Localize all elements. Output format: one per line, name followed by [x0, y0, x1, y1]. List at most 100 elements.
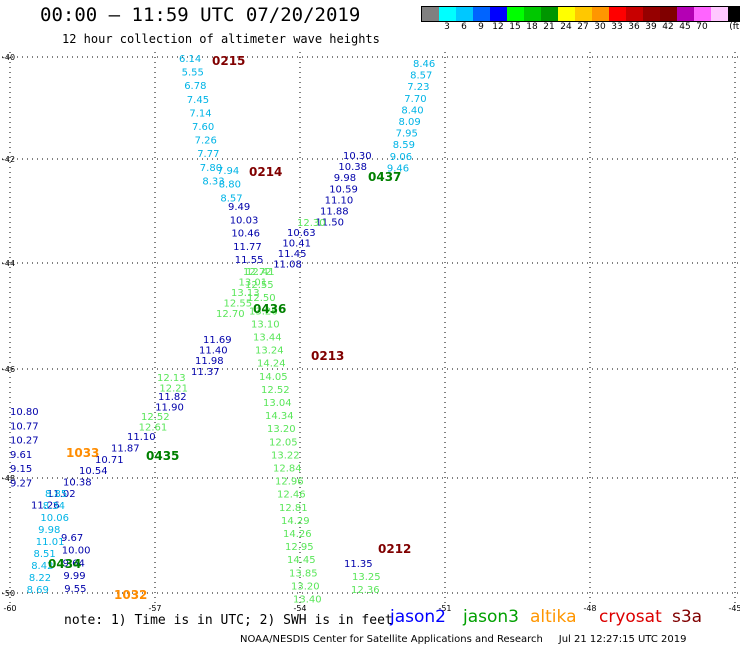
wave-height-value: 9.67 — [61, 533, 83, 544]
legend-swatch — [677, 7, 694, 21]
wave-height-value: 11.02 — [47, 489, 76, 500]
wave-height-value: 6.14 — [179, 54, 201, 65]
wave-height-value: 10.80 — [10, 407, 39, 418]
wave-height-value: 13.22 — [271, 450, 300, 461]
wave-height-value: 8.22 — [29, 573, 51, 584]
wave-height-value: 7.94 — [217, 166, 239, 177]
legend-swatch — [728, 7, 740, 21]
wave-height-value: 8.51 — [34, 549, 56, 560]
wave-height-value: 7.95 — [396, 129, 418, 140]
wave-height-value: 13.25 — [352, 572, 381, 583]
wave-height-value: 7.80 — [200, 163, 222, 174]
wave-height-value: 14.05 — [259, 372, 288, 383]
wave-height-value: 13.13 — [231, 288, 260, 299]
wave-height-value: 11.82 — [158, 392, 187, 403]
wave-height-value: 8.57 — [410, 71, 432, 82]
wave-height-value: 10.38 — [338, 162, 367, 173]
legend-swatch — [558, 7, 575, 21]
pass-time-label: 0215 — [212, 54, 245, 68]
wave-height-value: 7.26 — [195, 136, 217, 147]
legend-swatch — [609, 7, 626, 21]
wave-height-value: 7.45 — [187, 95, 209, 106]
wave-height-value: 13.01 — [239, 278, 268, 289]
page-title: 00:00 — 11:59 UTC 07/20/2019 — [40, 4, 361, 26]
y-tick-label: -46 — [2, 365, 15, 374]
wave-height-value: 8.40 — [401, 105, 423, 116]
legend-swatch — [575, 7, 592, 21]
legend-swatch — [626, 7, 643, 21]
wave-height-value: 7.70 — [404, 94, 426, 105]
y-tick-label: -44 — [2, 259, 15, 268]
legend-s3a: s3a — [672, 607, 703, 627]
wave-height-value: 7.14 — [189, 108, 211, 119]
wave-height-value: 10.38 — [63, 478, 92, 489]
wave-height-value: 9.06 — [390, 152, 412, 163]
legend-swatch — [541, 7, 558, 21]
wave-height-value: 12.21 — [159, 383, 188, 394]
wave-height-value: 9.61 — [10, 450, 32, 461]
wave-height-value: 10.27 — [10, 436, 39, 447]
color-legend-bar — [421, 6, 740, 22]
wave-height-value: 10.71 — [95, 455, 124, 466]
legend-label: 15 — [509, 22, 521, 32]
legend-unit: (ft) — [729, 22, 740, 32]
wave-height-value: 11.77 — [233, 242, 262, 253]
pass-time-label: 1033 — [66, 446, 99, 460]
legend-swatch — [439, 7, 456, 21]
wave-height-value: 11.98 — [195, 356, 224, 367]
wave-height-value: 10.03 — [230, 215, 259, 226]
wave-height-value: 12.30 — [297, 218, 326, 229]
wave-height-value: 10.54 — [79, 466, 108, 477]
wave-height-value: 11.01 — [36, 537, 65, 548]
wave-height-value: 12.36 — [351, 585, 380, 596]
wave-height-value: 12.95 — [285, 542, 314, 553]
legend-label: 9 — [478, 22, 484, 32]
wave-height-value: 9.98 — [38, 525, 60, 536]
wave-height-value: 13.26 — [249, 306, 278, 317]
pass-time-label: 0213 — [311, 349, 344, 363]
wave-height-value: 7.60 — [192, 122, 214, 133]
legend-swatch — [592, 7, 609, 21]
legend-jason3: jason3 — [463, 607, 519, 627]
satellite-tracks: 6.14 5.55 6.78 7.45 7.14 7.60 7.26 7.77 7.80 8.33… — [10, 54, 435, 606]
pass-time-label: 0436 — [253, 302, 286, 316]
wave-height-value: 8.33 — [202, 176, 224, 187]
wave-height-value: 12.13 — [157, 373, 186, 384]
wave-height-value: 9.98 — [334, 173, 356, 184]
wave-height-value: 12.81 — [279, 503, 308, 514]
wave-height-value: 9.64 — [63, 558, 85, 569]
legend-altika: altika — [530, 607, 577, 627]
wave-height-value: 10.46 — [231, 229, 260, 240]
wave-height-value: 14.34 — [265, 411, 294, 422]
legend-label: 6 — [461, 22, 467, 32]
wave-height-value: 9.99 — [63, 571, 85, 582]
x-tick-label: -54 — [293, 604, 306, 613]
x-tick-label: -48 — [583, 604, 596, 613]
footer-note: note: 1) Time is in UTC; 2) SWH is in fe… — [64, 613, 393, 628]
wave-height-value: 13.44 — [253, 333, 282, 344]
wave-height-value: 13.04 — [263, 398, 292, 409]
wave-height-value: 14.24 — [257, 359, 286, 370]
wave-height-value: 7.77 — [197, 149, 219, 160]
legend-label: 3 — [444, 22, 450, 32]
wave-height-value: 11.10 — [325, 195, 354, 206]
legend-label: 18 — [526, 22, 538, 32]
wave-height-value: 13.24 — [255, 346, 284, 357]
pass-time-label: 1032 — [114, 588, 147, 602]
wave-height-value: 8.59 — [393, 140, 415, 151]
x-tick-label: -45 — [728, 604, 740, 613]
wave-height-value: 11.26 — [31, 500, 60, 511]
wave-height-value: 8.34 — [43, 501, 65, 512]
legend-label: 27 — [577, 22, 589, 32]
wave-height-value: 8.69 — [27, 585, 49, 596]
page-subtitle: 12 hour collection of altimeter wave hei… — [62, 32, 380, 46]
wave-height-value: 11.88 — [320, 207, 349, 218]
credit-line: NOAA/NESDIS Center for Satellite Applica… — [240, 634, 687, 645]
wave-height-value: 8.09 — [399, 117, 421, 128]
wave-height-value: 9.27 — [10, 479, 32, 490]
legend-label: 33 — [611, 22, 623, 32]
wave-height-value: 11.55 — [235, 255, 264, 266]
wave-height-value: 11.90 — [155, 403, 184, 414]
wave-height-value: 12.72 — [243, 267, 272, 278]
wave-height-value: 12.55 — [245, 280, 274, 291]
